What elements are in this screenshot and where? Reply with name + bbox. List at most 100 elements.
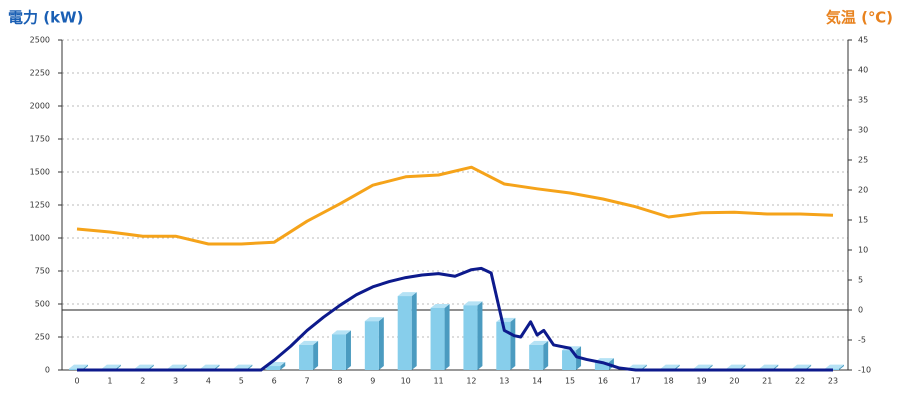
y2-tick-label: 10: [858, 246, 868, 255]
bar: [529, 340, 549, 370]
bar-top: [792, 364, 812, 369]
bar-top: [69, 364, 88, 369]
x-tick-label: 17: [631, 377, 641, 386]
line: [77, 266, 833, 372]
line: [76, 165, 834, 246]
x-tick-label: 21: [762, 377, 772, 386]
bar-front: [397, 296, 412, 370]
x-tick-label: 9: [370, 377, 375, 386]
bar-side: [543, 340, 549, 370]
y-axis-title: 電力 (kW): [8, 9, 83, 27]
y-tick-label: 750: [35, 267, 50, 276]
y2-tick-label: 15: [858, 216, 868, 225]
x-tick-label: 16: [598, 377, 608, 386]
bar-top: [331, 330, 351, 335]
y2-tick-label: 25: [858, 156, 868, 165]
bar-top: [759, 364, 779, 369]
bar: [331, 330, 351, 370]
bar-top: [397, 292, 417, 297]
bar-top: [430, 303, 450, 308]
bar-top: [660, 364, 680, 369]
bar-side: [444, 303, 450, 370]
x-tick-label: 19: [696, 377, 706, 386]
bar: [397, 292, 417, 370]
bar: [463, 301, 483, 370]
x-tick-label: 22: [795, 377, 805, 386]
bar-top: [726, 364, 746, 369]
bar-top: [101, 364, 121, 369]
y2-tick-label: 5: [858, 276, 863, 285]
bar-top: [299, 340, 319, 345]
y2-tick-label: -5: [858, 336, 866, 345]
x-tick-label: 18: [664, 377, 674, 386]
bar-top: [825, 364, 844, 369]
bar-top: [627, 364, 647, 369]
y2-tick-label: -10: [858, 366, 871, 375]
bar-side: [411, 292, 417, 370]
bar-top: [529, 340, 549, 345]
x-tick-label: 7: [305, 377, 310, 386]
bar-front: [364, 321, 379, 370]
y-tick-label: 2000: [30, 102, 50, 111]
bar-front: [430, 307, 445, 370]
bar-front: [562, 350, 577, 370]
x-tick-label: 23: [828, 377, 838, 386]
bar-side: [345, 330, 351, 370]
bar-side: [510, 317, 516, 370]
bar-front: [496, 321, 511, 370]
bar-side: [477, 301, 483, 370]
bar: [430, 303, 450, 370]
bar-side: [313, 340, 319, 370]
bar-front: [69, 368, 83, 370]
y-tick-label: 250: [35, 333, 50, 342]
x-tick-label: 1: [107, 377, 112, 386]
x-tick-label: 6: [272, 377, 277, 386]
x-tick-label: 0: [74, 377, 79, 386]
bar-front: [594, 362, 609, 370]
x-tick-label: 13: [499, 377, 509, 386]
bar-top: [364, 317, 384, 322]
y2-tick-label: 45: [858, 36, 868, 45]
bar-top: [693, 364, 713, 369]
bar-side: [839, 364, 844, 370]
y-tick-label: 1000: [30, 234, 50, 243]
x-tick-label: 14: [532, 377, 542, 386]
y2-tick-label: 40: [858, 66, 868, 75]
bar: [299, 340, 319, 370]
bar-front: [266, 366, 281, 370]
y-tick-label: 500: [35, 300, 50, 309]
y-tick-label: 1750: [30, 135, 50, 144]
bar-front: [463, 305, 478, 370]
bar-top: [233, 364, 253, 369]
x-tick-label: 3: [173, 377, 178, 386]
bar: [364, 317, 384, 370]
x-tick-label: 10: [401, 377, 411, 386]
x-tick-label: 8: [337, 377, 342, 386]
x-tick-label: 20: [729, 377, 739, 386]
bar-top: [200, 364, 220, 369]
y2-tick-label: 30: [858, 126, 868, 135]
x-tick-label: 12: [466, 377, 476, 386]
y-tick-label: 0: [45, 366, 50, 375]
y2-tick-label: 20: [858, 186, 868, 195]
y2-axis-title: 気温 (℃): [826, 9, 893, 27]
y-tick-label: 1250: [30, 201, 50, 210]
bar-top: [167, 364, 187, 369]
x-tick-label: 5: [239, 377, 244, 386]
y2-tick-label: 35: [858, 96, 868, 105]
bar-front: [331, 334, 346, 370]
bar-front: [529, 344, 544, 370]
bar-side: [378, 317, 384, 370]
x-tick-label: 15: [565, 377, 575, 386]
y-tick-label: 1500: [30, 168, 50, 177]
bar: [496, 317, 516, 370]
x-tick-label: 4: [206, 377, 211, 386]
bar-top: [463, 301, 483, 306]
bar-top: [134, 364, 154, 369]
y2-tick-label: 0: [858, 306, 863, 315]
y-tick-label: 2250: [30, 69, 50, 78]
x-tick-label: 11: [433, 377, 443, 386]
bar-side: [280, 362, 286, 370]
x-tick-label: 2: [140, 377, 145, 386]
